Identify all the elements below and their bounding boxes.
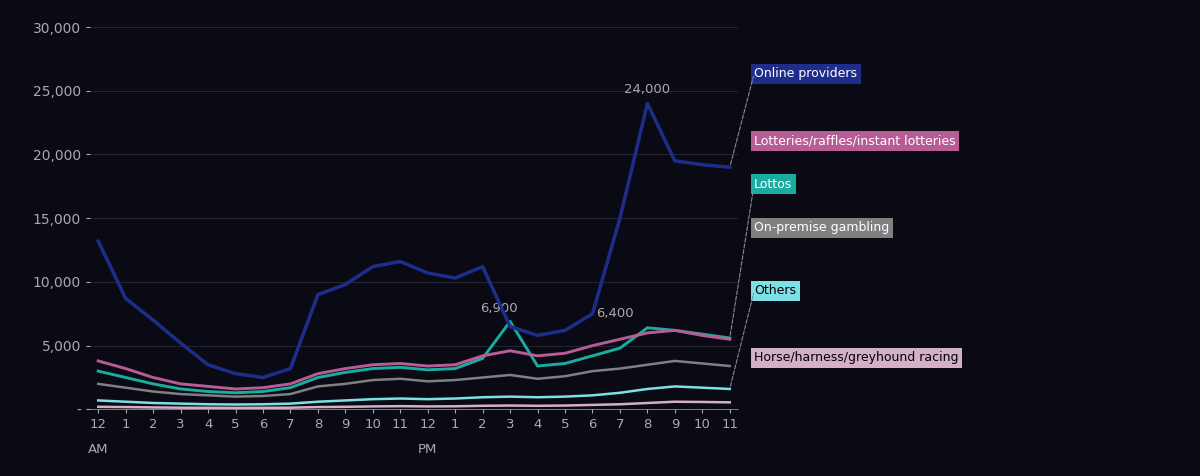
Text: Lottos: Lottos	[754, 178, 792, 191]
Text: PM: PM	[418, 443, 438, 456]
Text: 6,900: 6,900	[480, 302, 518, 315]
Text: Lotteries/raffles/instant lotteries: Lotteries/raffles/instant lotteries	[754, 134, 956, 147]
Text: Online providers: Online providers	[754, 67, 857, 80]
Text: Others: Others	[754, 284, 797, 298]
Text: 24,000: 24,000	[624, 83, 671, 96]
Text: 6,400: 6,400	[595, 307, 634, 320]
Text: On-premise gambling: On-premise gambling	[754, 221, 889, 234]
Text: AM: AM	[88, 443, 108, 456]
Text: Horse/harness/greyhound racing: Horse/harness/greyhound racing	[754, 351, 959, 365]
